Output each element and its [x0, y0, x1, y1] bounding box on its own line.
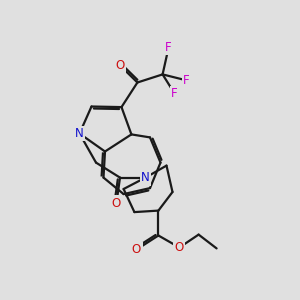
- Text: N: N: [141, 171, 150, 184]
- Text: O: O: [116, 59, 124, 72]
- Text: O: O: [132, 243, 141, 256]
- Text: O: O: [175, 241, 184, 254]
- Text: F: F: [165, 41, 172, 54]
- Text: O: O: [112, 197, 121, 210]
- Text: F: F: [183, 74, 190, 87]
- Text: N: N: [75, 127, 84, 140]
- Text: F: F: [171, 87, 178, 100]
